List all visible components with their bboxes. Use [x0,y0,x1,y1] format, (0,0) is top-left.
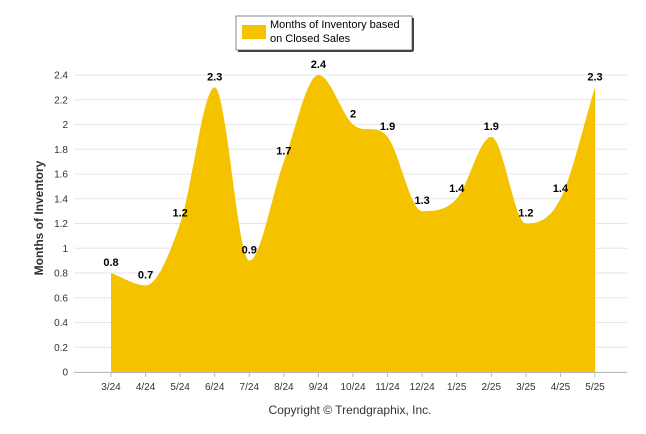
data-label: 1.2 [518,208,533,220]
x-tick-label: 5/24 [170,382,190,393]
y-tick-label: 2.2 [54,95,68,106]
y-tick-label: 0.4 [54,318,68,329]
data-label: 1.7 [276,146,291,158]
data-label: 2.3 [207,71,222,83]
y-tick-label: 1.2 [54,219,68,230]
y-tick-label: 1.6 [54,170,68,181]
copyright-footer: Copyright © Trendgraphix, Inc. [269,403,432,417]
y-tick-label: 1.4 [54,194,68,205]
data-label: 0.9 [242,245,257,257]
y-tick-label: 0 [62,368,68,379]
x-tick-label: 2/25 [482,382,502,393]
y-tick-label: 2.4 [54,71,68,82]
data-label: 1.4 [449,183,465,195]
x-tick-label: 10/24 [340,382,365,393]
data-label: 1.3 [414,195,429,207]
x-tick-label: 9/24 [309,382,329,393]
y-tick-label: 1 [62,244,68,255]
data-label: 1.4 [553,183,569,195]
y-tick-label: 0.2 [54,343,68,354]
x-tick-label: 4/25 [551,382,571,393]
x-tick-label: 5/25 [585,382,605,393]
y-tick-label: 2 [62,120,68,131]
legend-text-line1: Months of Inventory based [270,19,400,31]
x-tick-label: 7/24 [240,382,260,393]
y-tick-label: 0.6 [54,293,68,304]
x-tick-label: 8/24 [274,382,294,393]
legend: Months of Inventory based on Closed Sale… [235,15,414,52]
x-tick-label: 6/24 [205,382,225,393]
data-label: 2 [350,109,356,121]
x-tick-label: 11/24 [375,382,400,393]
series-area-fill [111,75,595,372]
data-label: 0.8 [103,257,118,269]
y-tick-label: 1.8 [54,145,68,156]
data-label: 1.2 [172,208,187,220]
data-label: 1.9 [380,121,395,133]
data-label: 2.4 [311,59,327,71]
legend-text-line2: on Closed Sales [270,33,351,45]
x-tick-label: 3/24 [101,382,121,393]
x-tick-label: 1/25 [447,382,467,393]
x-tick-label: 3/25 [516,382,536,393]
series-area [111,75,595,372]
data-labels: 0.8 0.7 1.2 2.3 0.9 1.7 2.4 2 1.9 1.3 1.4 1.9 1.2 1.4… [103,59,602,281]
data-label: 0.7 [138,269,153,281]
x-axis: 3/24 4/24 5/24 6/24 7/24 8/24 9/24 10/24 11/24 12… [74,372,627,393]
y-tick-label: 0.8 [54,269,68,280]
legend-swatch [242,25,266,39]
y-axis-label: Months of Inventory [32,160,46,275]
data-label: 1.9 [484,121,499,133]
y-axis-ticks: 0 0.2 0.4 0.6 0.8 1 1.2 1.4 1.6 1.8 2 2.2 2.4 [54,71,68,379]
data-label: 2.3 [587,71,602,83]
x-tick-label: 12/24 [410,382,435,393]
x-tick-label: 4/24 [136,382,156,393]
